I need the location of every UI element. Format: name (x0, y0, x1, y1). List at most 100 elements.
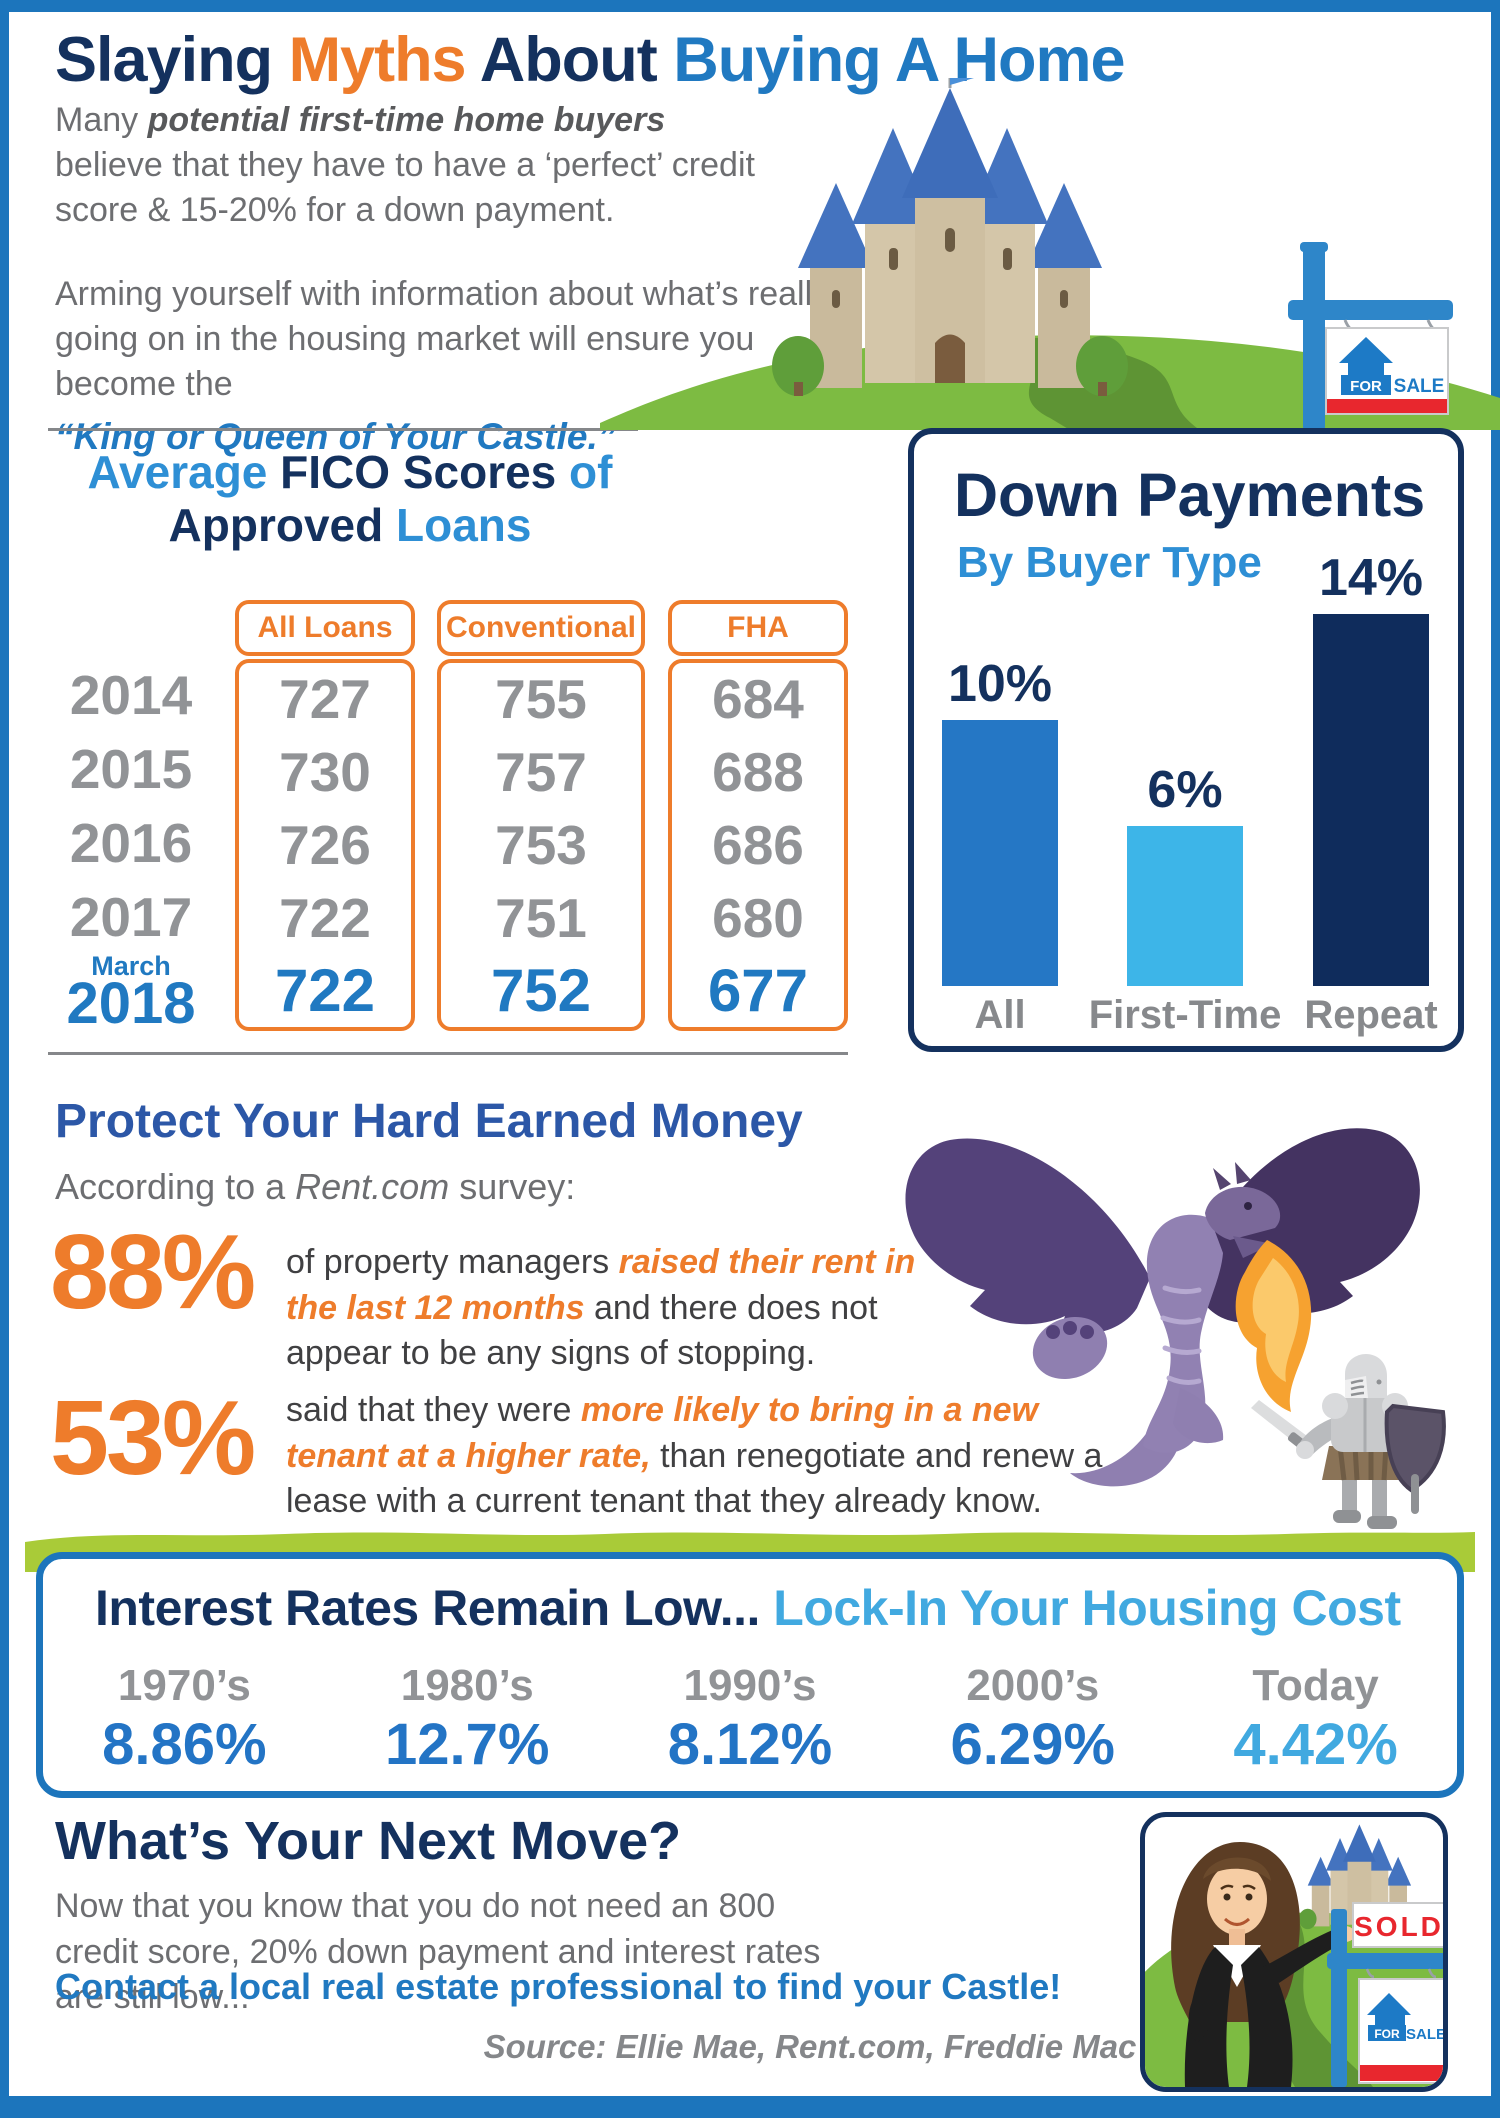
fico-section-title: Average FICO Scores of Approved Loans (60, 446, 640, 553)
frame-left-bar (0, 0, 9, 2118)
fico-value: 755 (495, 668, 587, 731)
fico-column-header: FHA (668, 600, 848, 656)
fico-value: 730 (279, 741, 371, 804)
fico-year: 2015 (69, 737, 193, 800)
fico-year: 2016 (69, 811, 193, 874)
intro-2-text: Arming yourself with information about w… (55, 275, 830, 404)
interest-rates-title: Interest Rates Remain Low... Lock-In You… (95, 1579, 1401, 1637)
bar-value-label: 14% (1318, 549, 1424, 607)
interest-rates-columns: 1970’s 8.86% 1980’s 12.7% 1990’s 8.12% 2… (43, 1661, 1457, 1778)
stat-53-text: said that they were more likely to bring… (286, 1388, 1136, 1525)
section-divider-top (48, 428, 638, 431)
bar-group-first-time: 6% First-Time (1089, 760, 1282, 1038)
title-about: About (465, 25, 674, 95)
down-payments-title: Down Payments (954, 461, 1426, 529)
fico-title-of: of (569, 446, 613, 498)
bar-value-label: 10% (947, 655, 1053, 713)
bar-all (942, 720, 1058, 986)
rate-value: 8.12% (667, 1712, 833, 1777)
intro-1-post: believe that they have to have a ‘perfec… (55, 146, 755, 230)
title-buying-a-home: Buying A Home (673, 25, 1125, 95)
dragon-illustration (865, 1068, 1465, 1518)
stat-pre: said that they were (286, 1391, 581, 1429)
rate-period: 1990’s (683, 1661, 817, 1710)
for-sale-sign: FOR SALE (1288, 242, 1453, 430)
fico-year-column: 2014 2015 2016 2017 March 2018 (45, 658, 217, 1033)
frame-bottom-bar (0, 2096, 1500, 2118)
down-payments-card: Down Payments By Buyer Type 10% All 6% F… (908, 428, 1464, 1052)
stat-post: and there does not appear to be any sign… (286, 1288, 878, 1373)
castle-illustration: FOR SALE (600, 72, 1500, 430)
intro-1-emphasis: potential first-time home buyers (147, 101, 666, 139)
fico-header-all-loans: All Loans (257, 611, 393, 644)
rate-period: 2000’s (966, 1661, 1100, 1710)
survey-post: survey: (449, 1166, 576, 1207)
fico-value: 684 (712, 668, 804, 731)
realtor-illustration: SOLD FOR SALE (1140, 1812, 1448, 2092)
source-line: Source: Ellie Mae, Rent.com, Freddie Mac (483, 2028, 1137, 2065)
rate-value-today: 4.42% (1233, 1712, 1398, 1777)
next-move-body: Now that you know that you do not need a… (55, 1887, 821, 2017)
rate-period: Today (1252, 1661, 1379, 1710)
bar-repeat (1313, 614, 1429, 986)
castle (772, 72, 1128, 396)
fico-value: 753 (495, 813, 587, 876)
next-move-heading: What’s Your Next Move? (55, 1811, 682, 1871)
fico-value: 726 (279, 813, 371, 876)
intro-paragraph-2: Arming yourself with information about w… (55, 272, 835, 461)
rate-column-1990s: 1990’s 8.12% (609, 1661, 892, 1778)
rates-title-light: Lock-In Your Housing Cost (773, 1580, 1401, 1636)
fico-value: 680 (712, 886, 804, 949)
bar-group-repeat: 14% Repeat (1304, 548, 1437, 1038)
fico-value-2018: 752 (490, 957, 592, 1025)
fico-values-fha: 684 688 686 680 677 (668, 659, 848, 1031)
rate-column-1980s: 1980’s 12.7% (326, 1661, 609, 1778)
rate-period: 1970’s (117, 1661, 251, 1710)
bar-category-label: Repeat (1304, 992, 1438, 1037)
stat-highlight: raised their rent in the last 12 months (286, 1243, 916, 1327)
bar-value-label: 6% (1147, 761, 1223, 819)
castle-quote: “King or Queen of Your Castle.” (55, 415, 617, 457)
for-sale-sign-for-label: FOR (1350, 378, 1382, 395)
bar-category-label: All (974, 992, 1026, 1037)
fico-value-2018: 677 (707, 957, 809, 1025)
fico-title-approved: Approved (168, 499, 384, 552)
section-divider-middle (48, 1052, 848, 1055)
survey-line: According to a Rent.com survey: (55, 1166, 575, 1208)
stat-53-value: 53% (50, 1379, 256, 1497)
stat-88-value: 88% (50, 1213, 256, 1331)
fico-values-conventional: 755 757 753 751 752 (437, 659, 645, 1031)
fico-title-average: Average (87, 446, 268, 498)
rate-column-2000s: 2000’s 6.29% (891, 1661, 1174, 1778)
next-move-cta: Contact a local real estate professional… (55, 1966, 1062, 2007)
rate-value: 6.29% (950, 1712, 1116, 1777)
fico-value: 727 (279, 668, 371, 731)
castle-hill-graphic: FOR SALE (600, 72, 1500, 430)
frame-right-bar (1491, 0, 1500, 2118)
fico-header-conventional: Conventional (445, 611, 636, 644)
protect-heading: Protect Your Hard Earned Money (55, 1095, 803, 1148)
bar-first-time (1127, 826, 1243, 986)
knight-illustration (1245, 1352, 1485, 1532)
fico-column-conventional: Conventional 755 757 753 751 752 (437, 600, 645, 1031)
fico-year-2018: March 2018 (45, 952, 217, 1033)
intro-paragraph-1: Many potential first-time home buyers be… (55, 98, 771, 234)
rates-title-dark: Interest Rates Remain Low... (95, 1580, 774, 1636)
rate-value: 8.86% (102, 1712, 267, 1777)
bottom-sale-label: SALE (1406, 2026, 1443, 2043)
survey-source: Rent.com (295, 1166, 450, 1207)
sold-sign: SOLD FOR SALE (1327, 1902, 1443, 2087)
fico-column-all-loans: All Loans 727 730 726 722 722 (235, 600, 415, 1031)
fico-year: 2017 (69, 885, 193, 948)
fico-values-all-loans: 727 730 726 722 722 (235, 659, 415, 1031)
stat-pre: of property managers (286, 1243, 619, 1281)
for-sale-sign-sale-label: SALE (1394, 376, 1445, 397)
fico-value: 751 (495, 886, 587, 949)
intro-1-pre: Many (55, 101, 148, 139)
fico-title-loans: Loans (383, 499, 532, 552)
fico-header-fha: FHA (727, 611, 789, 644)
fico-value: 686 (712, 813, 804, 876)
rate-period: 1980’s (400, 1661, 534, 1710)
fico-year: 2014 (69, 663, 193, 726)
